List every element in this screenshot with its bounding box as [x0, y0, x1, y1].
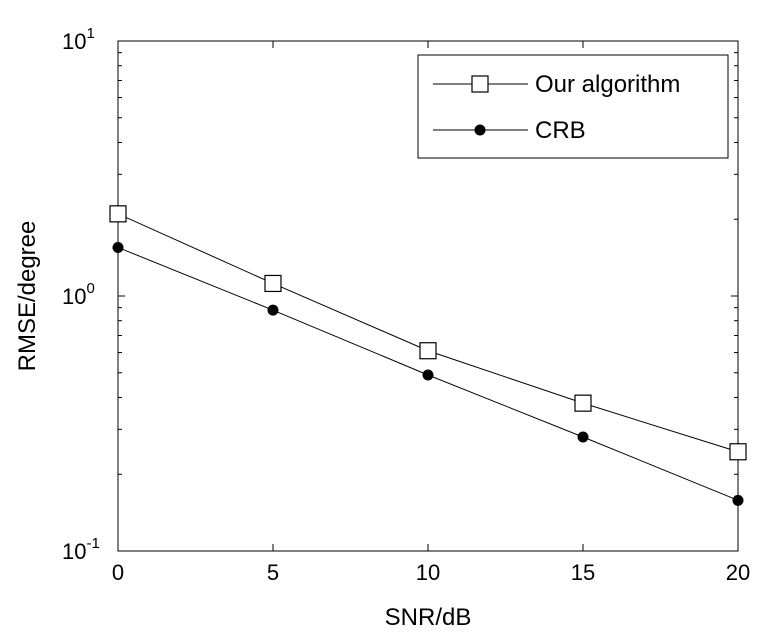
x-tick-labels: 0 5 10 15 20: [112, 560, 750, 585]
data-point-crb: [267, 304, 279, 316]
x-tick-label: 10: [416, 560, 440, 585]
legend-box: [417, 54, 729, 159]
data-point-crb: [577, 431, 589, 443]
y-tick-label: 100: [62, 280, 95, 309]
x-axis-title: SNR/dB: [385, 604, 472, 631]
legend-marker-crb: [474, 124, 486, 136]
legend: Our algorithm CRB: [417, 54, 729, 159]
y-axis-title: RMSE/degree: [14, 221, 41, 372]
y-tick-label: 101: [62, 25, 95, 54]
y-tick-label: 10-1: [62, 535, 100, 564]
legend-label-our-algorithm: Our algorithm: [535, 71, 680, 98]
x-tick-label: 20: [726, 560, 750, 585]
legend-label-crb: CRB: [535, 117, 586, 144]
data-point-our-algorithm: [264, 274, 282, 293]
data-point-our-algorithm: [109, 205, 127, 223]
series-layer: [109, 205, 747, 506]
data-point-crb: [732, 494, 744, 506]
series-line-our-algorithm: [117, 213, 739, 453]
axis-ticks: [117, 40, 739, 552]
data-point-our-algorithm: [419, 342, 437, 360]
x-tick-label: 15: [571, 560, 595, 585]
data-point-our-algorithm: [729, 443, 747, 461]
data-point-crb: [112, 241, 124, 253]
data-point-our-algorithm: [574, 394, 592, 412]
legend-marker-our-algorithm: [471, 75, 489, 93]
x-tick-label: 5: [267, 560, 279, 585]
x-tick-label: 0: [112, 560, 124, 585]
data-point-crb: [422, 369, 434, 381]
y-tick-labels: 10-1 100 101: [62, 25, 100, 564]
